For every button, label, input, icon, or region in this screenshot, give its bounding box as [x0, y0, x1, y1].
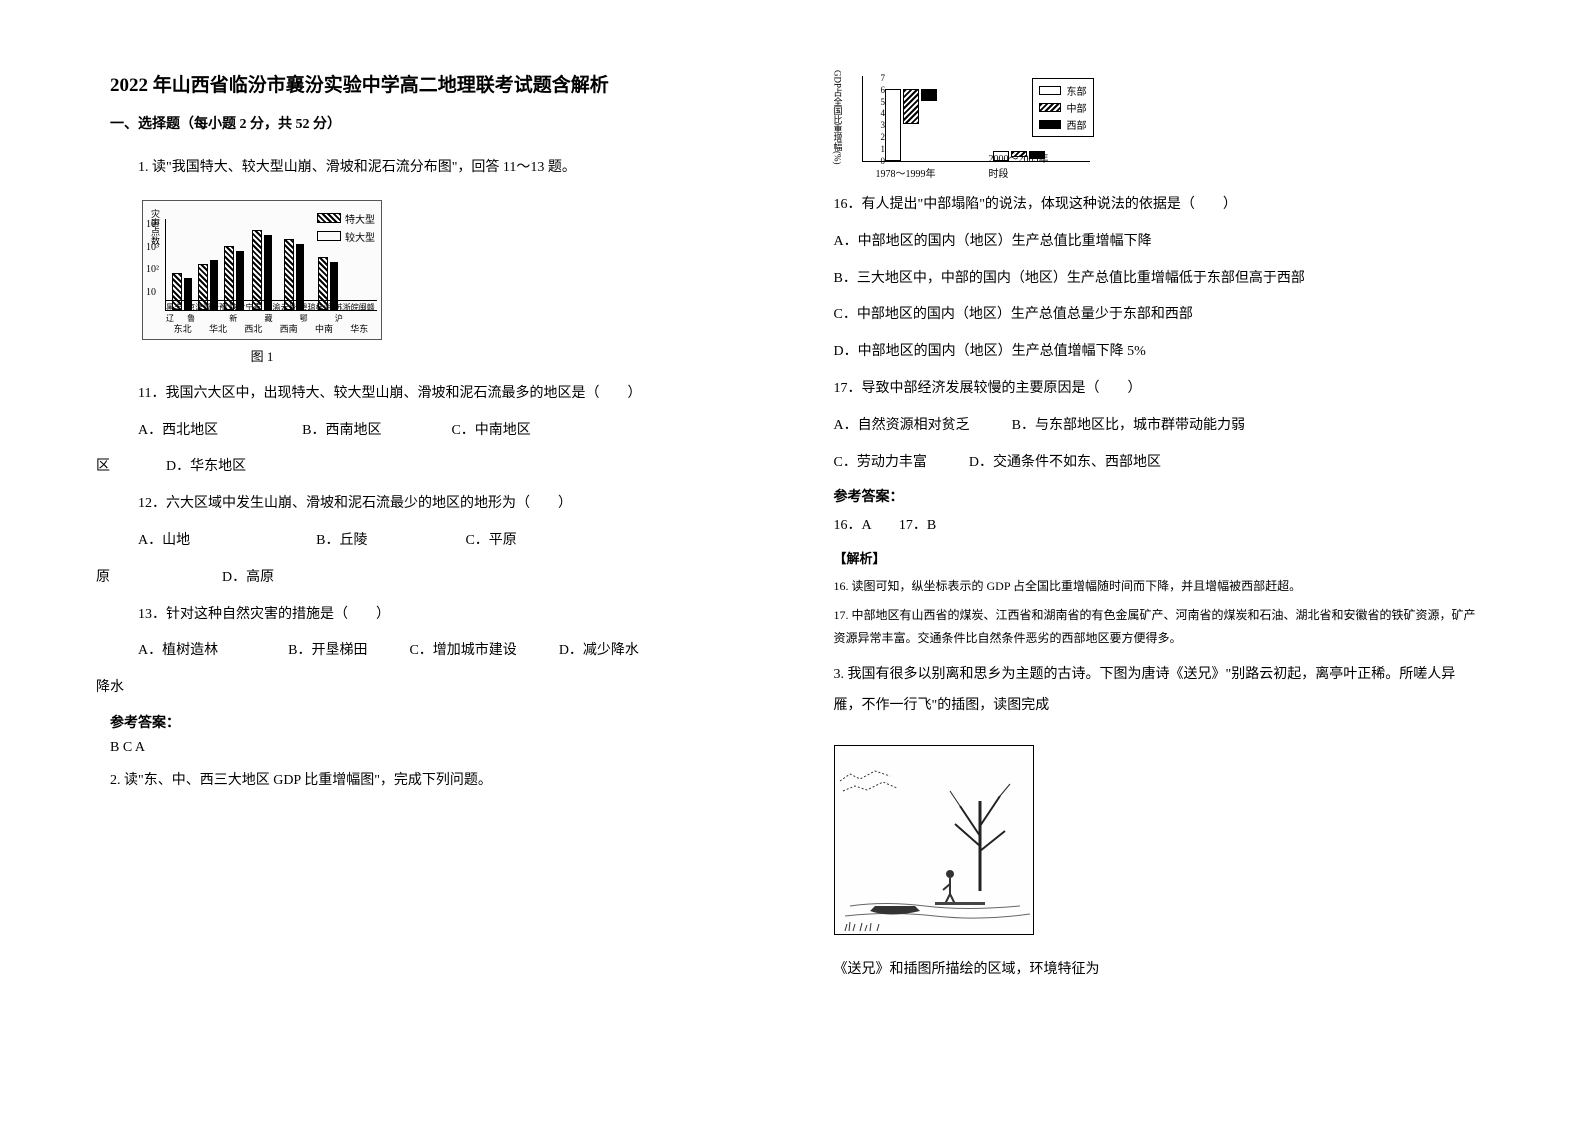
group1 — [885, 89, 937, 161]
left-column: 2022 年山西省临汾市襄汾实验中学高二地理联考试题含解析 一、选择题（每小题 … — [90, 70, 794, 1082]
q13-opts: A．植树造林 B．开垦梯田 C．增加城市建设 D．减少降水 — [110, 636, 754, 667]
opt: D．高原 — [222, 570, 274, 585]
jiexi17: 17. 中部地区有山西省的煤炭、江西省和湖南省的有色金属矿产、河南省的煤炭和石油… — [834, 604, 1478, 650]
q16b: B．三大地区中，中部的国内（地区）生产总值比重增幅低于东部但高于西部 — [834, 264, 1478, 295]
opt: D．交通条件不如东、西部地区 — [969, 455, 1161, 470]
q11-opts-d: 区 D．华东地区 — [110, 452, 754, 483]
opt: A．山地 — [138, 533, 190, 548]
q17ab: A．自然资源相对贫乏 B．与东部地区比，城市群带动能力弱 — [834, 411, 1478, 442]
ysc: 10² — [146, 264, 159, 275]
jiexi-heading: 【解析】 — [834, 548, 1478, 567]
sc: 陕甘宁青新 — [229, 302, 264, 324]
opt: C．中南地区 — [451, 423, 530, 438]
q13: 13．针对这种自然灾害的措施是（ ） — [110, 600, 754, 631]
cat: 西南 — [280, 322, 298, 335]
illus-svg — [835, 746, 1034, 935]
xl: 1978～1999年 — [876, 165, 936, 180]
q13-tail: 降水 — [110, 673, 754, 704]
q2-stem: 2. 读"东、中、西三大地区 GDP 比重增幅图"，完成下列问题。 — [110, 766, 754, 797]
figure-1: 灾害点数 特大型 较大型 10⁴ 10³ 10² 10 — [142, 200, 754, 365]
gbar — [921, 89, 937, 101]
q3-stem: 3. 我国有很多以别离和思乡为主题的古诗。下图为唐诗《送兄》"别路云初起，离亭叶… — [834, 660, 1478, 722]
opt: B．西南地区 — [302, 423, 381, 438]
sc: 苏浙皖闽赣沪 — [335, 302, 377, 324]
q16a: A．中部地区的国内（地区）生产总值比重增幅下降 — [834, 227, 1478, 258]
answer-heading-1: 参考答案： — [110, 712, 754, 732]
ysc: 10³ — [146, 242, 159, 253]
right-column: GDP占全国比重增幅(%) 东部 中部 西部 0 1 2 3 4 5 6 7 — [794, 70, 1498, 1082]
opt: D．减少降水 — [559, 643, 639, 658]
bar — [252, 230, 262, 310]
q12: 12．六大区域中发生山崩、滑坡和泥石流最少的地区的地形为（ ） — [110, 489, 754, 520]
q16d: D．中部地区的国内（地区）生产总值增幅下降 5% — [834, 337, 1478, 368]
opt: B．丘陵 — [316, 533, 367, 548]
sc: 川渝云贵藏 — [264, 302, 299, 324]
q12-opts: A．山地 B．丘陵 C．平原 — [110, 526, 754, 557]
cat: 西北 — [244, 322, 262, 335]
q1-stem: 1. 读"我国特大、较大型山崩、滑坡和泥石流分布图"，回答 11～13 题。 — [110, 153, 754, 184]
jiexi16: 16. 读图可知，纵坐标表示的 GDP 占全国比重增幅随时间而下降，并且增幅被西… — [834, 575, 1478, 598]
q17: 17．导致中部经济发展较慢的主要原因是（ ） — [834, 374, 1478, 405]
subcats: 黑吉辽 京津冀晋豫鲁 陕甘宁青新 川渝云贵藏 粤琼桂湘鄂 苏浙皖闽赣沪 — [166, 300, 377, 324]
chart1-cats: 东北 华北 西北 西南 中南 华东 — [165, 322, 377, 335]
ysc: 10 — [146, 287, 156, 298]
opt: C．平原 — [465, 533, 516, 548]
sc: 黑吉辽 — [166, 302, 187, 324]
opt: B．与东部地区比，城市群带动能力弱 — [1012, 418, 1245, 433]
q16: 16．有人提出"中部塌陷"的说法，体现这种说法的依据是（ ） — [834, 190, 1478, 221]
cat: 中南 — [315, 322, 333, 335]
section-heading: 一、选择题（每小题 2 分，共 52 分） — [110, 113, 754, 133]
answer-2: 16．A 17．B — [834, 514, 1478, 534]
chart2-ylabel: GDP占全国比重增幅(%) — [832, 70, 845, 165]
q12-opts-d: 原 D．高原 — [110, 563, 754, 594]
yt: 7 — [881, 73, 886, 83]
q11: 11．我国六大区中，出现特大、较大型山崩、滑坡和泥石流最多的地区是（ ） — [110, 379, 754, 410]
illustration — [834, 745, 1034, 935]
chart2: GDP占全国比重增幅(%) 东部 中部 西部 0 1 2 3 4 5 6 7 — [834, 70, 1094, 180]
sc: 京津冀晋豫鲁 — [187, 302, 229, 324]
chart1-box: 灾害点数 特大型 较大型 10⁴ 10³ 10² 10 — [142, 200, 382, 340]
opt: A．西北地区 — [138, 423, 218, 438]
opt: A．植树造林 — [138, 643, 218, 658]
opt: C．劳动力丰富 — [834, 455, 927, 470]
ysc: 10⁴ — [146, 219, 160, 230]
answer-heading-2: 参考答案： — [834, 486, 1478, 506]
opt: A．自然资源相对贫乏 — [834, 418, 970, 433]
q17cd: C．劳动力丰富 D．交通条件不如东、西部地区 — [834, 448, 1478, 479]
opt: B．开垦梯田 — [288, 643, 367, 658]
xl: 2000～2003年 时段 — [989, 150, 1059, 180]
q11-opts: A．西北地区 B．西南地区 C．中南地区 — [110, 416, 754, 447]
q16c: C．中部地区的国内（地区）生产总值总量少于东部和西部 — [834, 300, 1478, 331]
opt: C．增加城市建设 — [409, 643, 516, 658]
gbar — [903, 89, 919, 124]
page-title: 2022 年山西省临汾市襄汾实验中学高二地理联考试题含解析 — [110, 70, 754, 97]
sc: 粤琼桂湘鄂 — [300, 302, 335, 324]
q3-caption: 《送兄》和插图所描绘的区域，环境特征为 — [834, 955, 1478, 986]
bar — [264, 235, 272, 310]
gbar — [885, 89, 901, 161]
answer-1: B C A — [110, 740, 754, 756]
chart1-bars: 10⁴ 10³ 10² 10 黑吉辽 京津冀晋豫鲁 — [165, 219, 377, 311]
cat: 东北 — [174, 322, 192, 335]
cat: 华北 — [209, 322, 227, 335]
fig1-caption: 图 1 — [142, 346, 382, 365]
opt: D．华东地区 — [166, 459, 246, 474]
cat: 华东 — [350, 322, 368, 335]
